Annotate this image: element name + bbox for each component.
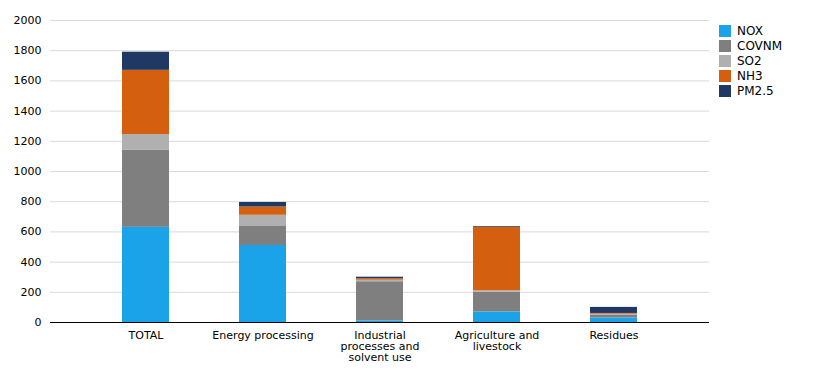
svg-text:Industrialprocesses andsolvent: Industrialprocesses andsolvent use (341, 329, 420, 364)
svg-text:800: 800 (21, 195, 42, 208)
svg-text:Agriculture andlivestock: Agriculture andlivestock (455, 329, 540, 353)
html-text:NH3: NH3 (737, 69, 763, 83)
svg-text:1600: 1600 (14, 74, 42, 87)
svg-text:Residues: Residues (589, 329, 638, 342)
svg-text:400: 400 (21, 256, 42, 269)
svg-text:TOTAL: TOTAL (128, 329, 165, 342)
svg-text:1800: 1800 (14, 44, 42, 57)
html-text:COVNM: COVNM (737, 39, 783, 53)
svg-text:600: 600 (21, 225, 42, 238)
svg-text:2000: 2000 (14, 14, 42, 27)
svg-text:Energy processing: Energy processing (212, 329, 313, 342)
svg-text:1400: 1400 (14, 105, 42, 118)
html-text:PM2.5: PM2.5 (737, 84, 774, 98)
svg-text:1000: 1000 (14, 165, 42, 178)
svg-text:1200: 1200 (14, 135, 42, 148)
html-text:SO2: SO2 (737, 54, 762, 68)
svg-text:0: 0 (35, 316, 42, 329)
html-text:NOX: NOX (737, 24, 763, 38)
svg-text:200: 200 (21, 286, 42, 299)
